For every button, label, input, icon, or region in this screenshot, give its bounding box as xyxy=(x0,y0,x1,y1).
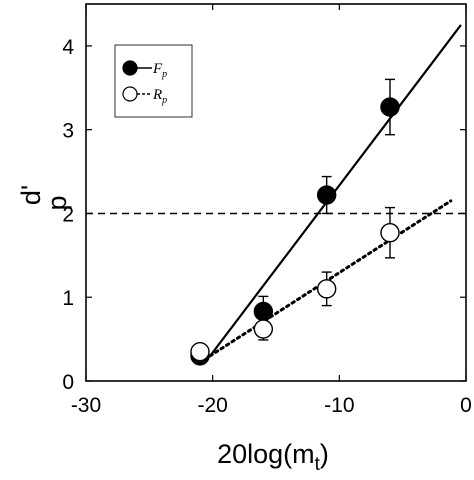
y-tick-label-0: 0 xyxy=(62,371,74,394)
plot-frame xyxy=(85,3,467,382)
legend-marker-series-2 xyxy=(122,86,138,102)
point-s2-2 xyxy=(316,279,337,299)
fit-lines xyxy=(208,24,462,358)
legend: Fp Rp xyxy=(114,44,193,118)
x-tick-label-3: 0 xyxy=(460,394,472,417)
point-s2-0 xyxy=(190,341,210,362)
point-s2-1 xyxy=(253,319,274,339)
y-tick-label-4: 4 xyxy=(62,36,74,59)
fit-line-series-1 xyxy=(209,24,462,357)
point-s1-3 xyxy=(380,97,400,117)
legend-label-series-2: Rp xyxy=(152,87,167,106)
fit-line-series-2 xyxy=(208,199,453,358)
error-bars xyxy=(195,78,395,364)
y-axis-label-sub: p xyxy=(42,195,72,210)
point-s2-3 xyxy=(380,223,400,243)
y-axis-label: d' p xyxy=(16,185,72,211)
x-tick-label-0: -30 xyxy=(71,394,101,417)
legend-marker-series-1 xyxy=(122,60,138,76)
y-tick-label-3: 3 xyxy=(62,120,74,143)
data-points xyxy=(190,97,400,366)
y-tick-label-2: 2 xyxy=(62,203,74,226)
x-tick-label-2: -10 xyxy=(324,394,354,417)
x-tick-label-1: -20 xyxy=(197,394,227,417)
point-s1-1 xyxy=(253,301,274,322)
ticks: -30 -20 -10 0 0 1 2 3 4 xyxy=(62,4,472,417)
legend-label-series-1: Fp xyxy=(152,61,167,80)
x-axis-label: 20log(mt) xyxy=(217,439,329,475)
svg-text:d': d' xyxy=(16,185,46,205)
y-tick-label-1: 1 xyxy=(62,287,74,310)
legend-box xyxy=(114,44,193,118)
y-axis-label-main: d' xyxy=(16,185,46,205)
point-s1-2 xyxy=(316,185,337,205)
